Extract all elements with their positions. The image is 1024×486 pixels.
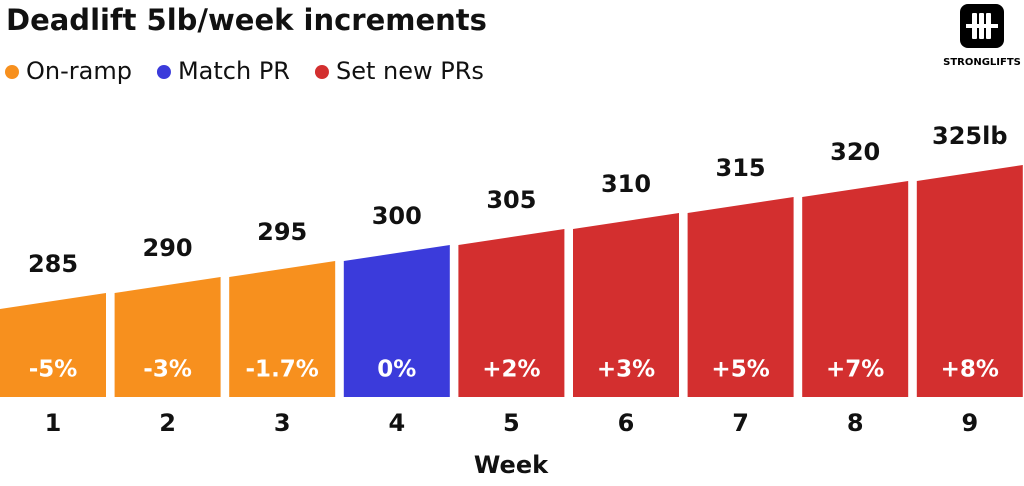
x-tick-label: 3 bbox=[274, 409, 291, 437]
legend-swatch bbox=[156, 65, 171, 79]
x-tick-label: 9 bbox=[961, 409, 978, 437]
x-tick-label: 8 bbox=[847, 409, 864, 437]
change-label: +7% bbox=[826, 357, 884, 383]
bar bbox=[0, 293, 106, 397]
value-label: 305 bbox=[486, 186, 536, 214]
value-label: 310 bbox=[601, 170, 651, 198]
x-tick-label: 6 bbox=[618, 409, 635, 437]
x-tick-label: 7 bbox=[732, 409, 749, 437]
chart-title: Deadlift 5lb/week increments bbox=[6, 3, 487, 37]
change-label: -5% bbox=[29, 357, 78, 383]
bar bbox=[343, 245, 450, 397]
change-label: 0% bbox=[377, 357, 416, 383]
brand-logo: STRONGLIFTS bbox=[943, 4, 1021, 68]
x-tick-label: 5 bbox=[503, 409, 520, 437]
change-label: +2% bbox=[482, 357, 540, 383]
bar bbox=[916, 165, 1023, 397]
bar bbox=[802, 181, 909, 397]
brand-name: STRONGLIFTS bbox=[943, 57, 1021, 68]
value-label: 290 bbox=[143, 234, 193, 262]
bar bbox=[573, 213, 679, 397]
x-axis-label: Week bbox=[474, 451, 549, 479]
legend-swatch bbox=[5, 65, 19, 79]
legend-label: Set new PRs bbox=[336, 57, 484, 85]
bar bbox=[687, 197, 794, 397]
value-label: 300 bbox=[372, 202, 422, 230]
x-tick-label: 2 bbox=[159, 409, 176, 437]
logo-plate bbox=[986, 13, 991, 39]
value-label: 320 bbox=[830, 138, 880, 166]
logo-plate bbox=[972, 13, 977, 39]
change-label: -3% bbox=[143, 357, 192, 383]
legend-label: On-ramp bbox=[26, 57, 132, 85]
value-label: 315 bbox=[716, 154, 766, 182]
legend-label: Match PR bbox=[178, 57, 290, 85]
value-label: 285 bbox=[28, 250, 78, 278]
bar bbox=[229, 261, 336, 397]
x-tick-label: 4 bbox=[388, 409, 405, 437]
legend-swatch bbox=[314, 65, 329, 79]
change-label: +8% bbox=[941, 357, 999, 383]
value-label: 295 bbox=[257, 218, 307, 246]
bar bbox=[458, 229, 565, 397]
change-label: -1.7% bbox=[246, 357, 319, 383]
change-label: +3% bbox=[597, 357, 655, 383]
logo-plate bbox=[979, 13, 984, 39]
bar bbox=[114, 277, 221, 397]
value-label: 325lb bbox=[932, 122, 1008, 150]
change-label: +5% bbox=[711, 357, 769, 383]
x-tick-label: 1 bbox=[45, 409, 62, 437]
